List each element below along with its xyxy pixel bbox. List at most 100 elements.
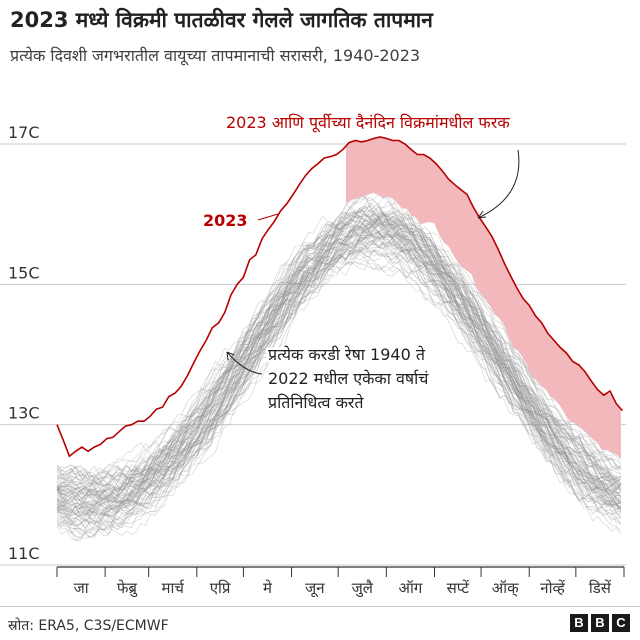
historical-year-line [56, 215, 622, 504]
gray-note-arrowhead [226, 351, 235, 361]
historical-year-line [56, 222, 622, 516]
historical-year-line [56, 226, 622, 520]
historical-year-line [56, 248, 622, 535]
historical-year-line [56, 223, 622, 525]
bbc-logo-letter-c: C [612, 614, 630, 632]
historical-year-line [56, 206, 622, 490]
historical-year-line [56, 220, 622, 512]
x-tick-label-month: सप्टें [447, 579, 470, 597]
chart-subtitle: प्रत्येक दिवशी जगभरातील वायूच्या तापमाना… [10, 46, 421, 65]
historical-year-line [56, 226, 622, 506]
historical-year-line [56, 209, 622, 488]
x-tick-label-month: नोव्हें [540, 579, 566, 597]
historical-year-line [56, 220, 622, 504]
record-gap-arrowhead [477, 210, 487, 219]
x-tick-label-month: एप्रि [210, 579, 231, 597]
historical-year-line [56, 210, 622, 497]
historical-year-line [56, 208, 622, 494]
historical-year-line [56, 206, 622, 501]
historical-year-line [56, 206, 621, 501]
historical-year-line [56, 258, 621, 531]
historical-year-line [56, 211, 622, 490]
source-note: स्रोत: ERA5, C3S/ECMWF [8, 618, 169, 634]
record-gap-note: 2023 आणि पूर्वीच्या दैनंदिन विक्रमांमधील… [226, 113, 510, 133]
gray-lines-note: प्रतिनिधित्व करते [268, 393, 364, 412]
historical-year-line [56, 229, 622, 522]
x-tick-label-month: फेब्रु [117, 579, 138, 598]
historical-year-line [56, 223, 622, 508]
historical-year-line [56, 202, 622, 494]
historical-year-line [56, 230, 622, 533]
y-tick-label: 15C [8, 263, 40, 282]
historical-year-line [56, 215, 622, 499]
footer-divider [0, 606, 640, 607]
historical-year-line [56, 247, 622, 535]
gray-lines-note: 2022 मधील एकेका वर्षाचं [268, 369, 429, 388]
historical-year-line [56, 229, 622, 520]
historical-years-lines [56, 192, 622, 541]
historical-year-line [56, 209, 622, 499]
x-tick-label-month: ऑग [399, 579, 423, 597]
historical-year-line [56, 211, 622, 482]
historical-year-line [56, 222, 622, 507]
x-tick-label-month: ऑक् [492, 579, 519, 597]
historical-year-line [56, 206, 622, 491]
historical-year-line [56, 232, 622, 517]
historical-year-line [56, 219, 622, 503]
x-tick-label-month: जा [74, 579, 90, 597]
x-tick-label-month: जुलै [352, 579, 374, 598]
historical-year-line [56, 218, 622, 512]
temperature-chart: 11C 13C 15C 17C जा फेब्रु मार्च एप्रि मे जून जुलै ऑ… [0, 113, 626, 598]
historical-year-line [56, 212, 622, 507]
historical-year-line [56, 243, 621, 539]
historical-year-line [56, 232, 621, 529]
historical-year-line [56, 220, 622, 504]
label-2023: 2023 [203, 211, 248, 230]
historical-year-line [56, 227, 622, 504]
record-gap-arrow [477, 149, 520, 219]
series-2023-line [56, 136, 623, 458]
historical-year-line [56, 230, 622, 519]
historical-year-line [57, 192, 622, 491]
historical-year-line [56, 209, 621, 514]
historical-year-line [56, 246, 622, 516]
bbc-logo-letter-b2: B [591, 614, 609, 632]
x-tick-label-month: मे [263, 579, 273, 597]
historical-year-line [56, 222, 622, 507]
historical-year-line [56, 228, 622, 518]
historical-year-line [56, 207, 622, 500]
historical-year-line [56, 254, 622, 541]
x-tick-label-month: जून [305, 579, 325, 598]
historical-year-line [56, 234, 621, 499]
historical-year-line [56, 196, 622, 485]
historical-year-line [56, 229, 622, 515]
historical-year-line [56, 229, 621, 531]
historical-year-line [56, 221, 622, 509]
historical-year-line [56, 237, 622, 518]
historical-year-line [56, 233, 622, 538]
historical-year-line [56, 195, 622, 497]
historical-year-line [56, 218, 622, 511]
historical-year-line [56, 221, 622, 506]
historical-year-line [56, 202, 622, 492]
historical-year-line [56, 210, 622, 504]
y-tick-label: 11C [8, 544, 40, 563]
x-tick-label-month: डिसें [589, 579, 612, 597]
historical-year-line [56, 224, 622, 522]
historical-year-line [56, 215, 621, 497]
historical-year-line [56, 250, 622, 531]
historical-year-line [56, 230, 622, 516]
historical-year-line [56, 227, 622, 521]
historical-year-line [56, 212, 622, 509]
historical-year-line [56, 243, 621, 536]
historical-year-line [56, 232, 622, 525]
historical-year-line [56, 193, 622, 487]
record-gap-area [345, 137, 621, 460]
y-tick-label: 17C [8, 123, 40, 142]
historical-year-line [56, 211, 622, 506]
historical-year-line [56, 215, 621, 491]
historical-year-line [56, 241, 622, 531]
bbc-logo: B B C [570, 614, 630, 632]
historical-year-line [56, 259, 622, 541]
historical-year-line [56, 242, 622, 532]
